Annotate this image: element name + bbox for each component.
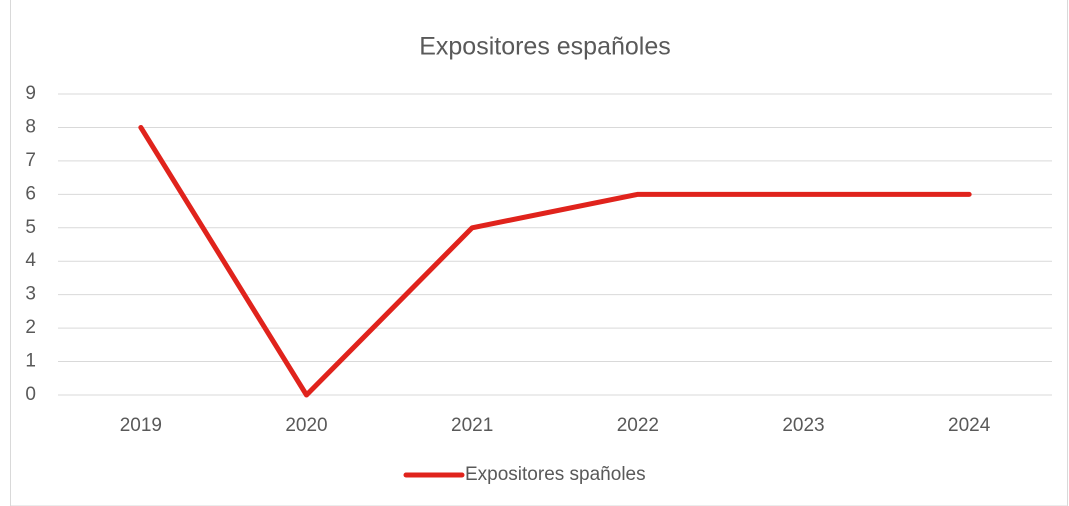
y-tick-label: 1 xyxy=(25,351,36,372)
y-tick-label: 5 xyxy=(25,217,36,238)
x-tick-label: 2024 xyxy=(948,415,991,436)
y-tick-label: 8 xyxy=(25,116,36,137)
y-tick-label: 3 xyxy=(25,284,36,305)
y-tick-label: 7 xyxy=(25,150,36,171)
x-tick-label: 2023 xyxy=(782,415,824,436)
y-tick-label: 4 xyxy=(25,250,36,271)
x-tick-label: 2020 xyxy=(285,415,327,436)
chart-frame xyxy=(10,0,1068,506)
y-tick-label: 2 xyxy=(25,317,36,338)
y-tick-label: 0 xyxy=(25,384,36,405)
y-tick-label: 9 xyxy=(25,83,36,104)
data-line xyxy=(138,124,972,398)
x-tick-label: 2021 xyxy=(451,415,493,436)
x-tick-label: 2022 xyxy=(617,415,659,436)
x-tick-label: 2019 xyxy=(120,415,162,436)
y-tick-label: 6 xyxy=(25,183,36,204)
chart-title: Expositores españoles xyxy=(419,33,671,61)
legend-label: Expositores spañoles xyxy=(465,464,646,485)
